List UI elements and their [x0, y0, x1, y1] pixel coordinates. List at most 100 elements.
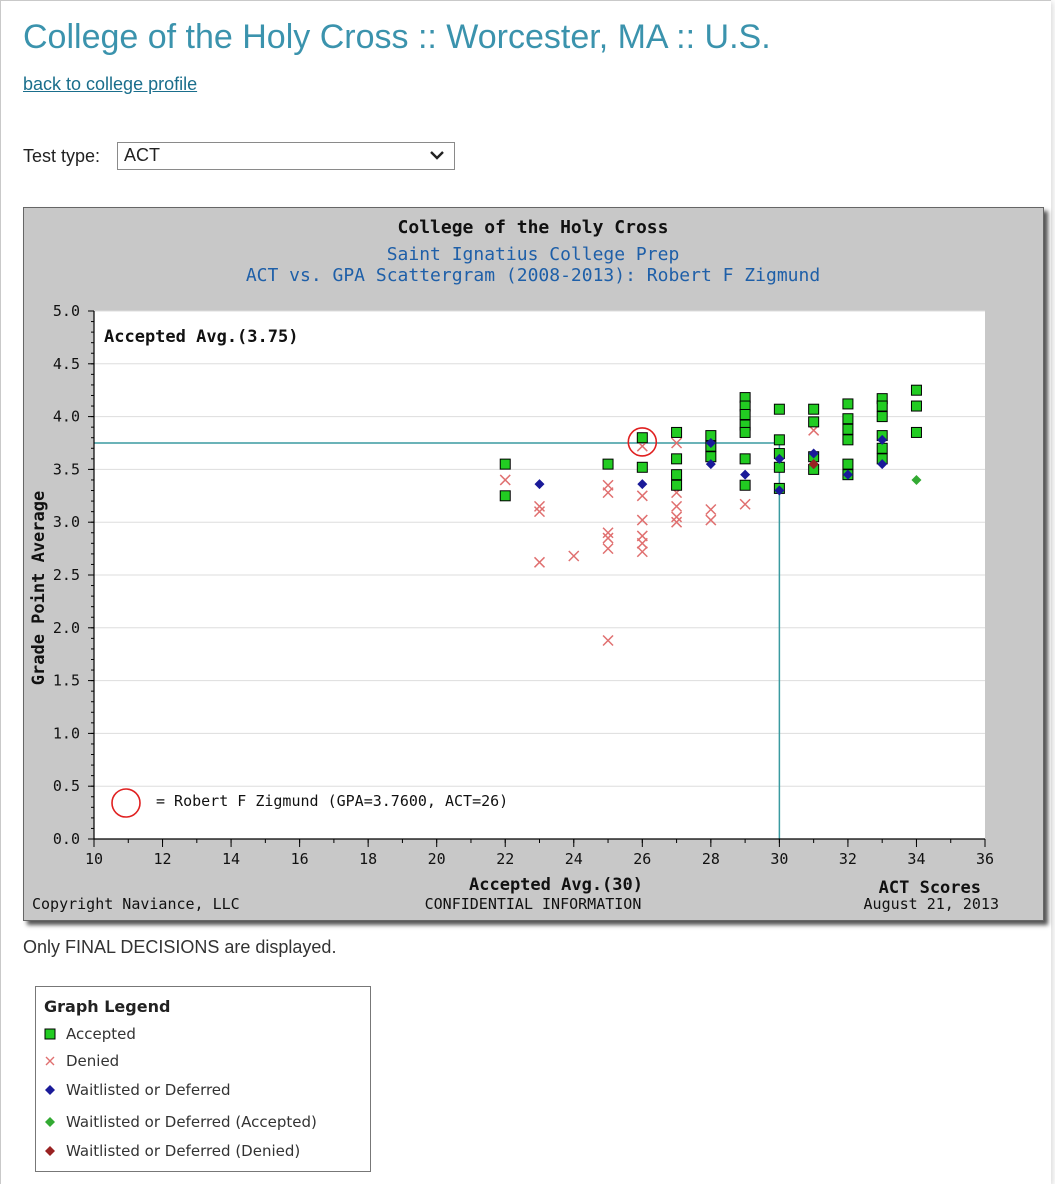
x-tick-label: 30 [770, 850, 788, 868]
waitlisted-point [774, 485, 785, 496]
denied-point [568, 550, 580, 562]
green-square-icon [44, 1028, 56, 1040]
denied-point [602, 532, 614, 544]
accepted-point [842, 423, 854, 435]
accepted-point [636, 432, 648, 444]
accepted-point [842, 398, 854, 410]
confidential-text: CONFIDENTIAL INFORMATION [425, 895, 642, 913]
accepted-point [671, 479, 683, 491]
x-axis-label: ACT Scores [879, 878, 981, 898]
final-decisions-note: Only FINAL DECISIONS are displayed. [23, 937, 337, 957]
denied-point [636, 490, 648, 502]
chart-subtitle-school: Saint Ignatius College Prep [387, 244, 680, 265]
darkred-diamond-icon [45, 1146, 55, 1156]
waitlisted-point [740, 469, 751, 480]
waitlisted-denied-point [808, 459, 819, 470]
accepted-point [636, 461, 648, 473]
denied-point [533, 556, 546, 568]
x-tick-label: 16 [291, 850, 309, 868]
waitlisted-point [705, 438, 716, 448]
accepted-point [773, 403, 785, 415]
waitlisted-point [705, 459, 716, 470]
accepted-point [739, 408, 751, 420]
accepted-point [808, 403, 820, 415]
chevron-down-icon [428, 146, 446, 169]
waitlisted-point [877, 434, 888, 445]
waitlisted-point [534, 479, 545, 490]
legend-item-waitlisted-accepted: Waitlisted or Deferred (Accepted) [44, 1111, 317, 1133]
denied-point [705, 514, 717, 526]
accepted-point [842, 413, 854, 425]
legend-label: Accepted [66, 1025, 136, 1043]
scattergram-panel: 0.0 0.5 1.0 1.5 2.0 2.5 3.0 3.5 4.0 4.5 5.0 10 12 14 1… [23, 207, 1044, 921]
blue-diamond-icon [45, 1085, 55, 1095]
test-type-label: Test type: [23, 146, 101, 166]
x-tick-label: 14 [222, 850, 240, 868]
denied-point [705, 503, 717, 516]
y-tick-label: 1.5 [53, 672, 80, 690]
x-tick-label: 26 [633, 850, 651, 868]
denied-point [602, 487, 614, 499]
denied-point [636, 546, 648, 558]
denied-point [533, 500, 546, 512]
chart-date: August 21, 2013 [864, 895, 999, 913]
denied-point [636, 514, 648, 526]
accepted-point [671, 469, 683, 481]
x-tick-label: 34 [907, 850, 925, 868]
legend-label: Waitlisted or Deferred [66, 1081, 231, 1099]
denied-point [499, 474, 511, 486]
x-tick-label: 24 [565, 850, 583, 868]
accepted-point [842, 458, 854, 470]
waitlisted-point [842, 469, 853, 480]
x-tick-label: 22 [496, 850, 514, 868]
legend-label: Waitlisted or Deferred (Denied) [66, 1142, 301, 1160]
legend-item-denied: Denied [44, 1050, 119, 1072]
x-tick-label: 18 [359, 850, 377, 868]
denied-point [671, 500, 683, 512]
y-tick-label: 0.5 [53, 777, 80, 795]
back-to-profile-link[interactable]: back to college profile [23, 74, 198, 94]
denied-point [602, 634, 614, 647]
y-tick-label: 4.0 [53, 408, 80, 426]
chart-subtitle-scattergram: ACT vs. GPA Scattergram (2008-2013): Rob… [246, 265, 820, 286]
x-tick-label: 10 [85, 850, 103, 868]
y-axis-label: Grade Point Average [29, 491, 49, 685]
denied-point [602, 543, 614, 555]
accepted-point [910, 426, 922, 438]
test-type-select[interactable]: ACT [117, 142, 455, 170]
y-tick-label: 3.5 [53, 460, 80, 478]
student-key-circle-icon [111, 788, 141, 818]
x-tick-label: 20 [428, 850, 446, 868]
legend-title: Graph Legend [44, 997, 171, 1016]
accepted-point [773, 434, 785, 446]
student-marker [627, 427, 658, 457]
accepted-point [602, 458, 614, 470]
denied-point [602, 527, 614, 539]
accepted-point [910, 400, 922, 412]
y-tick-label: 0.0 [53, 830, 80, 848]
legend-item-waitlisted: Waitlisted or Deferred [44, 1079, 231, 1101]
accepted-point [808, 416, 820, 428]
y-tick-label: 2.0 [53, 619, 80, 637]
legend-label: Denied [66, 1052, 120, 1070]
waitlisted-point [774, 453, 785, 464]
test-type-value: ACT [124, 145, 160, 165]
y-tick-label: 1.0 [53, 724, 80, 742]
denied-point [533, 506, 546, 518]
accepted-point [499, 458, 511, 470]
accepted-point [671, 453, 683, 465]
accepted-point [739, 453, 751, 465]
y-tick-label: 3.0 [53, 513, 80, 531]
x-tick-label: 12 [154, 850, 172, 868]
y-tick-label: 2.5 [53, 566, 80, 584]
accepted-point [876, 400, 888, 412]
accepted-point [842, 434, 854, 446]
x-tick-label: 36 [976, 850, 994, 868]
y-tick-label: 5.0 [53, 302, 80, 320]
legend-item-waitlisted-denied: Waitlisted or Deferred (Denied) [44, 1140, 300, 1162]
x-tick-label: 28 [702, 850, 720, 868]
x-tick-label: 32 [839, 850, 857, 868]
accepted-point [671, 426, 683, 438]
denied-point [739, 498, 751, 510]
accepted-avg-gpa-label: Accepted Avg.(3.75) [104, 327, 298, 347]
